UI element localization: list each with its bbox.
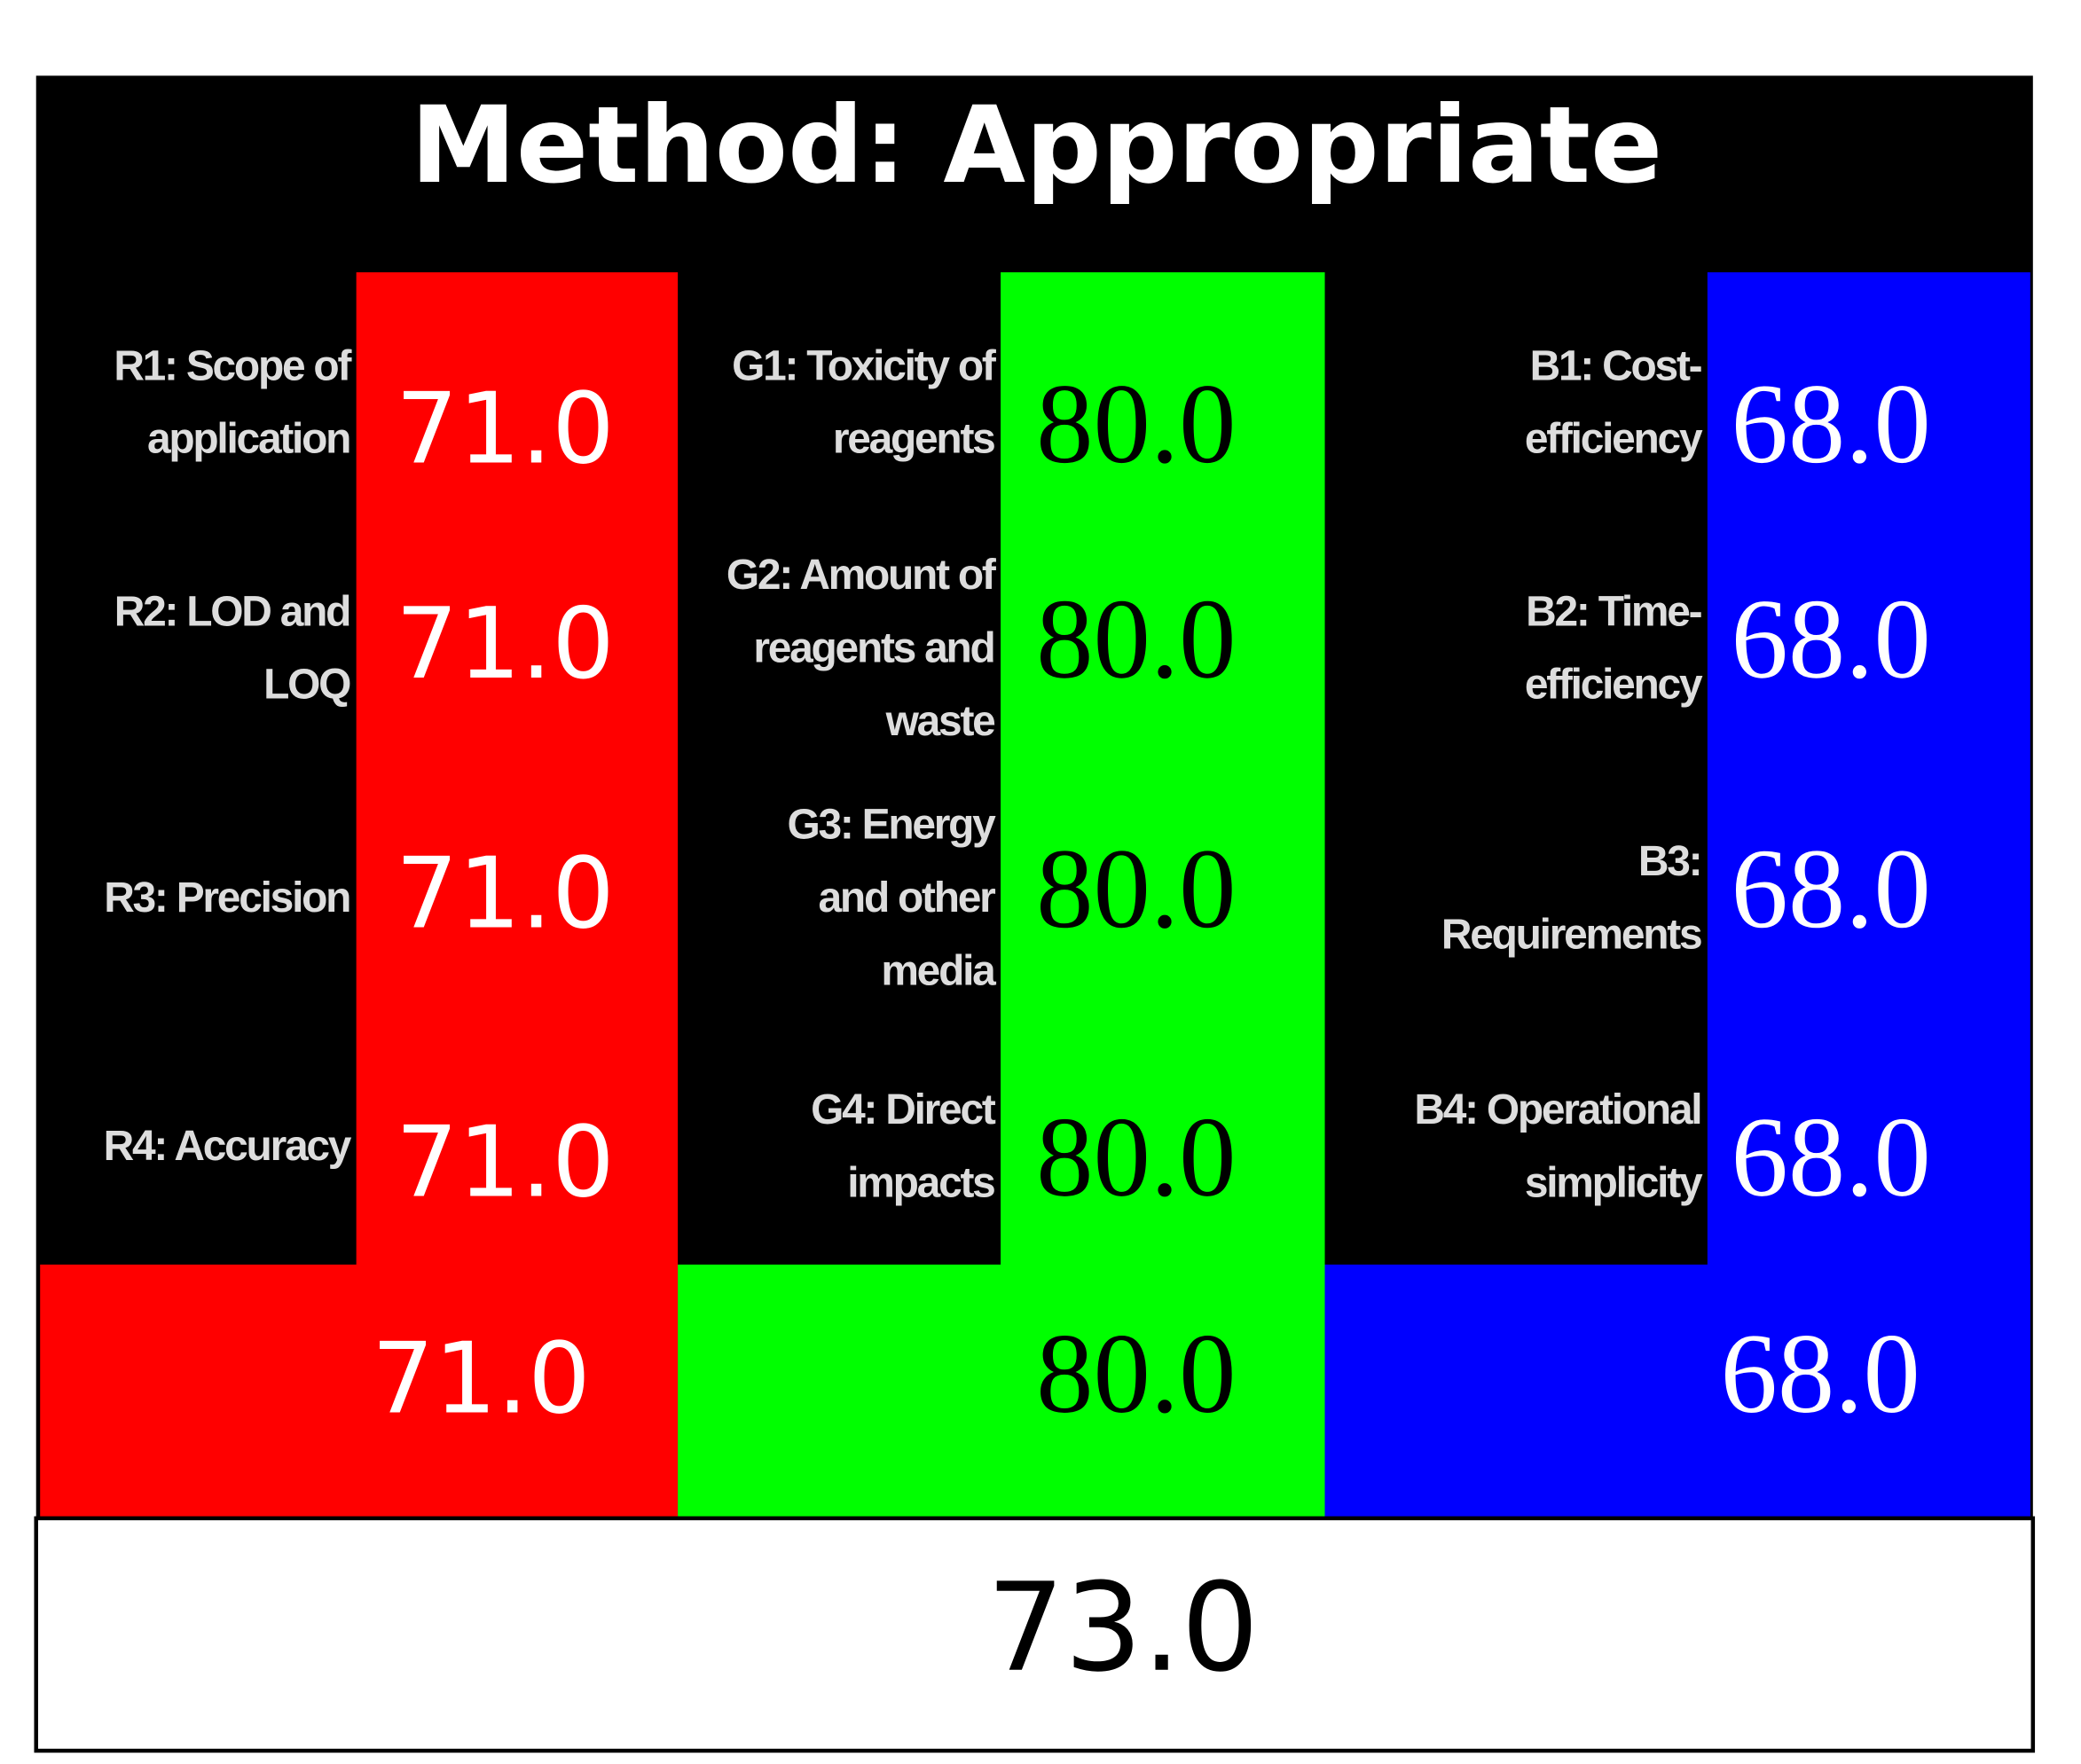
column-total: 68.0 [1720,1310,1920,1437]
total-band [1324,1264,2030,1518]
criterion-label: B4: Operational [1414,1086,1700,1133]
criterion-label: waste [885,698,995,745]
criterion-label: G2: Amount of [726,552,997,599]
criterion-score: 71.0 [396,587,615,702]
criterion-score: 71.0 [396,1105,615,1219]
criterion-label: R2: LOD and [114,588,349,635]
criterion-score: 80.0 [1036,575,1236,702]
criterion-label: efficiency [1525,416,1703,463]
criterion-label: B3: [1638,838,1700,885]
criterion-score: 71.0 [396,837,615,952]
criterion-label: reagents and [753,625,993,672]
criterion-label: B1: Cost- [1530,342,1702,389]
criterion-score: 68.0 [1731,1094,1930,1220]
criterion-label: efficiency [1525,662,1703,709]
criterion-label: reagents [833,416,994,463]
criterion-label: and other [819,874,996,921]
total-band [40,1264,679,1518]
criterion-label: G4: Direct [811,1086,996,1133]
criterion-label: R4: Accuracy [104,1123,352,1170]
title: Method: Appropriate [411,84,1663,208]
criterion-label: impacts [847,1159,994,1206]
total-band [678,1264,1325,1518]
criterion-score: 71.0 [396,372,615,487]
column-total: 80.0 [1036,1310,1236,1437]
criterion-score: 80.0 [1036,1094,1236,1220]
criterion-label: R1: Scope of [114,342,352,389]
criterion-label: G3: Energy [787,802,996,849]
criterion-score: 68.0 [1731,575,1930,702]
criterion-label: simplicity [1525,1159,1703,1206]
criterion-label: Requirements [1441,911,1701,958]
criterion-label: LOQ [263,662,350,709]
criterion-label: media [881,948,996,995]
criterion-score: 68.0 [1731,360,1930,487]
criterion-score: 68.0 [1731,825,1930,952]
criterion-score: 80.0 [1036,360,1236,487]
criterion-label: B2: Time- [1526,588,1701,635]
criterion-label: application [147,416,349,463]
criterion-label: G1: Toxicity of [732,342,997,389]
overall-box [34,1516,2036,1753]
overall-score: 73.0 [986,1557,1259,1699]
criterion-label: R3: Precision [104,874,349,921]
column-total: 71.0 [372,1321,591,1436]
criterion-score: 80.0 [1036,825,1236,952]
